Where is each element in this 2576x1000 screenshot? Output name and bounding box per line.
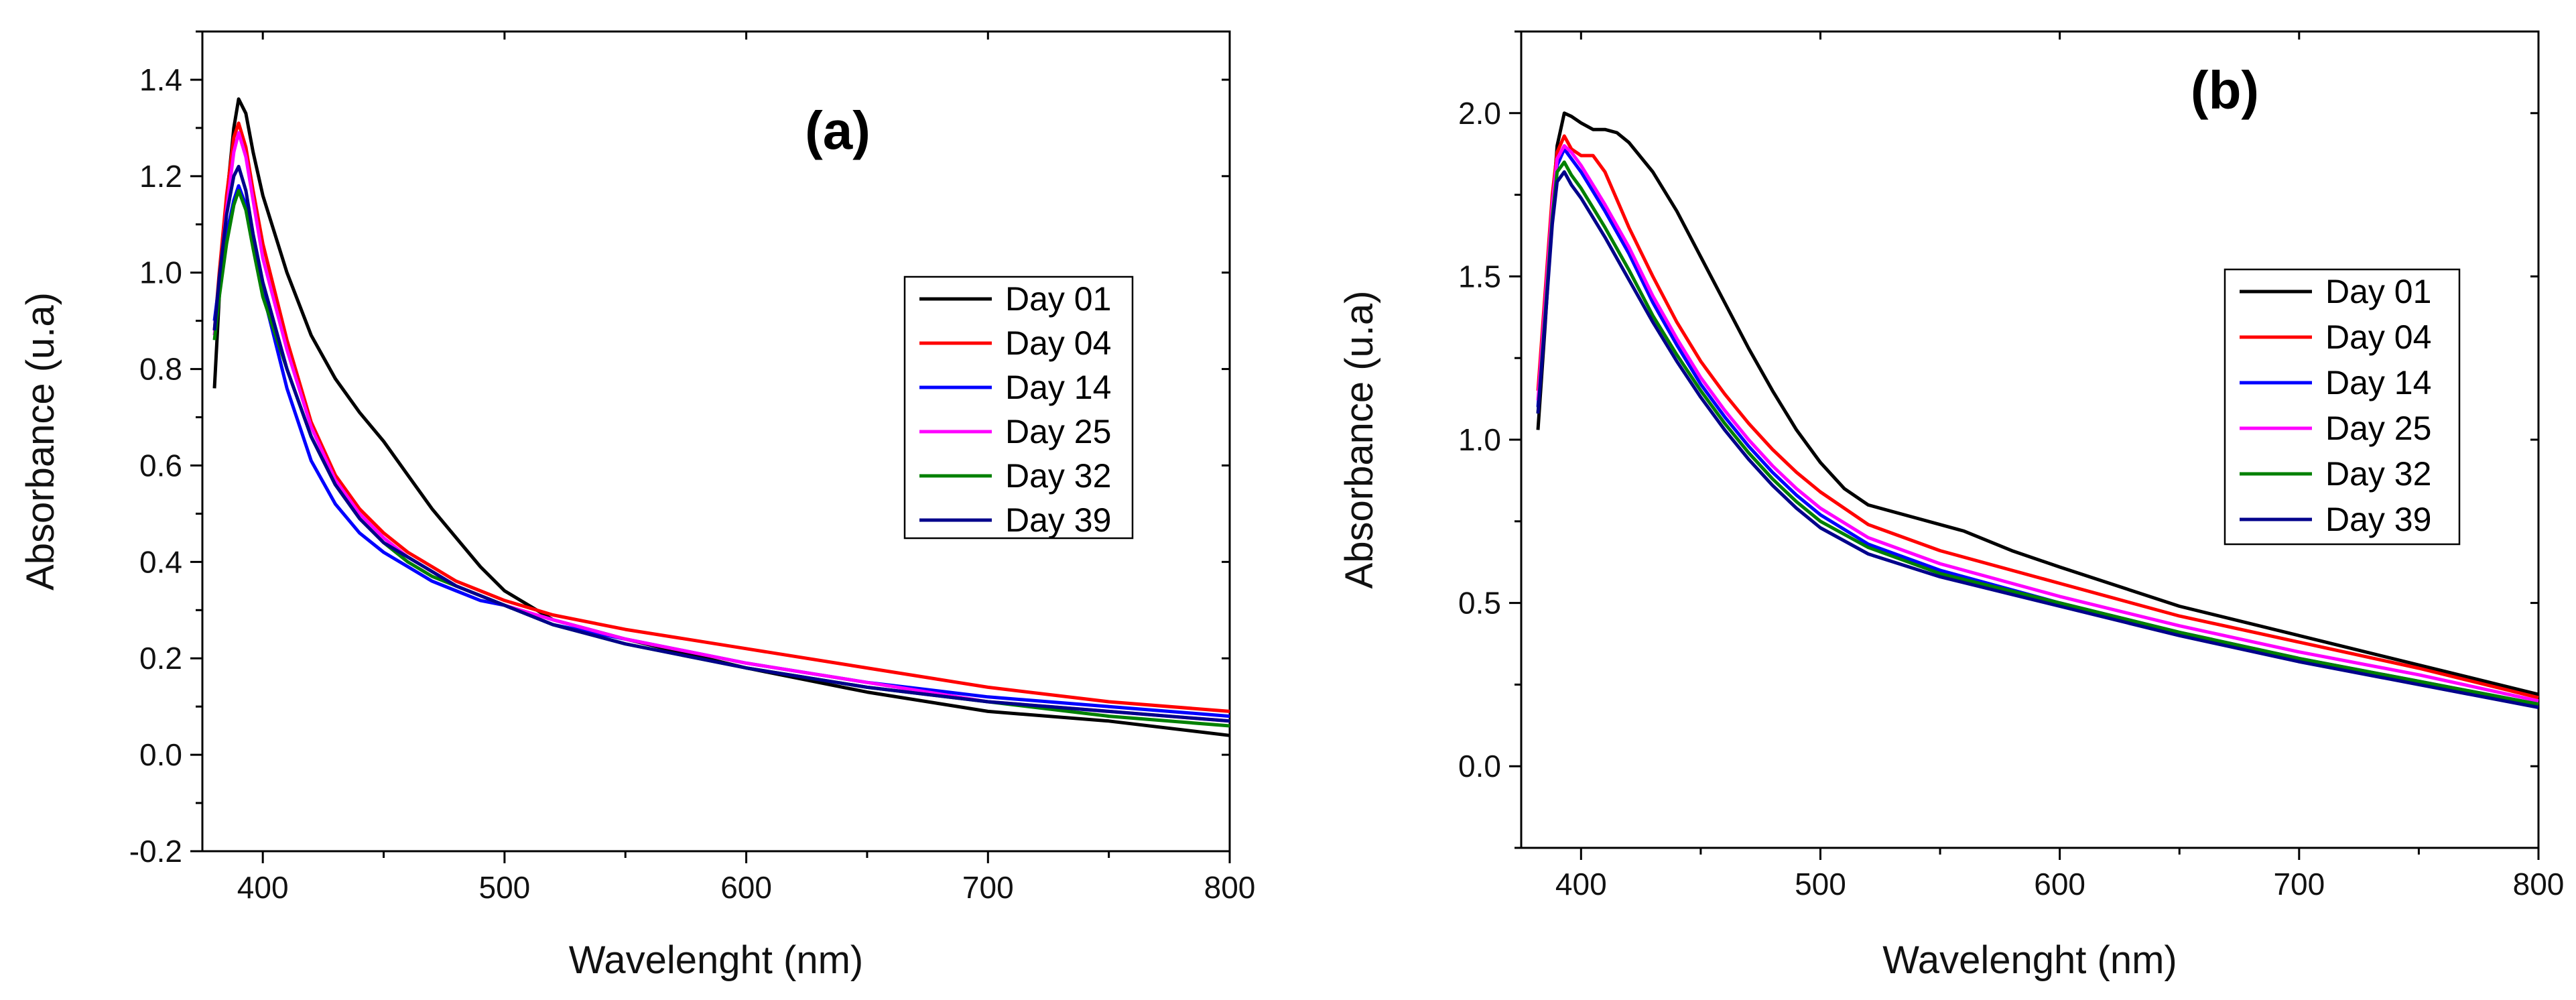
panel-b-x-tick-label: 600	[2034, 867, 2085, 901]
panel-b-x-tick-label: 400	[1555, 867, 1607, 901]
panel-a-legend-label-day-01: Day 01	[1005, 280, 1111, 318]
panel-b-legend-box	[2224, 268, 2461, 546]
panel-b-legend-label-day-25: Day 25	[2325, 410, 2431, 447]
panel-a-y-tick-label: 1.2	[139, 159, 182, 194]
panel-b-legend: Day 01 Day 04 Day 14 Day 25 Day 32 Day 39	[2224, 268, 2461, 546]
panel-b-x-tick-label: 700	[2273, 867, 2325, 901]
panel-a-legend-label-day-14: Day 14	[1005, 369, 1111, 406]
panel-a-legend-label-day-39: Day 39	[1005, 501, 1111, 539]
panel-b-legend-label-day-04: Day 04	[2325, 318, 2431, 356]
panel-b-y-tick-label: 2.0	[1458, 96, 1501, 131]
panel-b-legend-label-day-32: Day 32	[2325, 455, 2431, 493]
panel-b-panel-label: (b)	[2191, 60, 2259, 120]
panel-b-series-line-day-39	[1536, 170, 2539, 709]
panel-a-x-tick-label: 500	[479, 870, 531, 905]
panel-a-x-tick-label: 600	[720, 870, 772, 905]
panel-b-series-line-day-01	[1536, 111, 2539, 696]
panel-b-legend-label-day-14: Day 14	[2325, 364, 2431, 401]
panel-a-series-line-day-39	[212, 164, 1230, 723]
panel-a-y-tick-label: 1.4	[139, 62, 182, 97]
panel-a-y-tick-label: 1.0	[139, 255, 182, 290]
panel-a-series-line-day-25	[212, 131, 1230, 723]
panel-b-x-axis-title: Wavelenght (nm)	[1882, 938, 2177, 982]
panel-a-y-tick-label: 0.6	[139, 448, 182, 483]
panel-a-plot-frame	[201, 30, 1231, 853]
panel-b-legend-label-day-39: Day 39	[2325, 501, 2431, 538]
panel-b-x-tick-label: 800	[2513, 867, 2565, 901]
panel-a-y-axis-title: Absorbance (u.a)	[19, 292, 62, 590]
panel-a-legend: Day 01 Day 04 Day 14 Day 25 Day 32 Day 39	[903, 275, 1134, 540]
panel-a: -0.2 0.0 0.2 0.4 0.6 0.8 1.0 1.2 1.4 400 500 600 700…	[19, 30, 1256, 982]
panel-a-y-tick-label: 0.2	[139, 641, 182, 676]
panel-b-legend-label-day-01: Day 01	[2325, 273, 2431, 310]
panel-a-legend-label-day-25: Day 25	[1005, 413, 1111, 450]
panel-b-x-tick-label: 500	[1795, 867, 1846, 901]
panel-a-legend-box	[903, 275, 1134, 540]
panel-b-series-line-day-32	[1536, 160, 2539, 706]
panel-a-legend-label-day-04: Day 04	[1005, 324, 1111, 362]
panel-a-y-tick-label: 0.0	[139, 737, 182, 772]
panel-b-series-line-day-04	[1536, 134, 2539, 700]
panel-b-y-axis-title: Absorbance (u.a)	[1338, 291, 1381, 589]
panel-a-panel-label: (a)	[805, 101, 871, 160]
panel-a-x-tick-label: 700	[962, 870, 1014, 905]
panel-b: 0.0 0.5 1.0 1.5 2.0 400 500 600 700 800 Wavelenght…	[1338, 30, 2565, 982]
panel-a-x-tick-label: 800	[1204, 870, 1256, 905]
panel-a-legend-label-day-32: Day 32	[1005, 457, 1111, 495]
panel-a-y-tick-label: -0.2	[129, 834, 182, 869]
panel-b-series-line-day-25	[1536, 144, 2539, 703]
panel-b-y-tick-label: 1.0	[1458, 422, 1501, 457]
panel-b-y-tick-label: 0.0	[1458, 749, 1501, 784]
panel-b-y-tick-label: 0.5	[1458, 586, 1501, 621]
panel-a-x-axis-title: Wavelenght (nm)	[569, 938, 863, 982]
panel-a-x-tick-label: 400	[237, 870, 289, 905]
panel-a-y-tick-label: 0.4	[139, 544, 182, 579]
panel-b-y-tick-label: 1.5	[1458, 259, 1501, 294]
panel-a-y-tick-label: 0.8	[139, 352, 182, 387]
panel-a-series-line-day-04	[212, 121, 1230, 713]
